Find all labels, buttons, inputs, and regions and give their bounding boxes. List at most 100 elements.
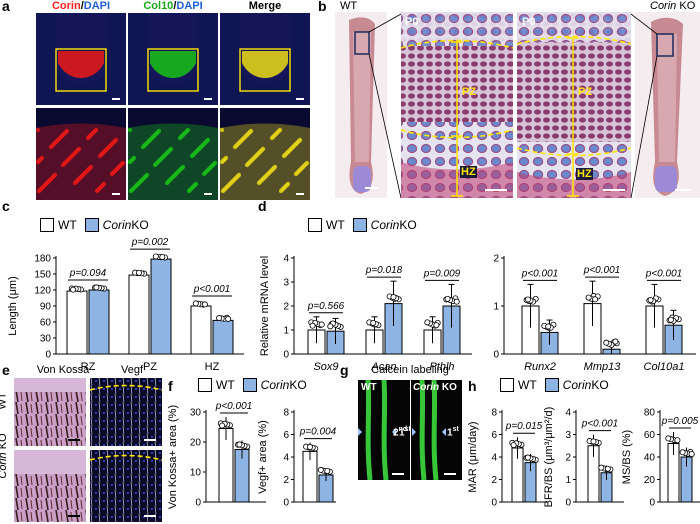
p-value: p=0.015: [505, 421, 543, 432]
y-tick-label: 20: [644, 475, 656, 486]
y-tick-label: 10: [190, 468, 202, 479]
data-point: [219, 422, 226, 429]
y-tick-label: 80: [644, 408, 656, 419]
panel-f-chart: 0 10 20 30 Von Kossa+ area (%) p<0.001 0 2 4 6 8 Ve…: [167, 401, 336, 509]
y-tick-label: 0: [283, 350, 289, 361]
x-tick-label: HZ: [205, 361, 220, 373]
data-point: [370, 319, 377, 326]
row2-rest: KO: [0, 433, 9, 450]
title-part: /: [173, 0, 177, 12]
panel-h-label: h: [468, 378, 477, 394]
data-point: [201, 301, 208, 308]
panel-a-overview-3: [220, 13, 310, 105]
legend-label-wt: WT: [518, 378, 537, 392]
y-tick-label: 60: [644, 430, 656, 441]
y-tick-label: 60: [40, 318, 52, 329]
data-point: [592, 296, 599, 303]
panel-b-hz-right: HZ: [576, 168, 593, 180]
p-value: p=0.094: [69, 268, 107, 279]
y-tick-label: 2: [491, 475, 497, 486]
ordinal-base: 1: [447, 427, 453, 439]
bar-ko: [212, 319, 234, 355]
panel-b-ko: Corin KO: [650, 0, 695, 12]
legend-label-ko-rest: KO: [591, 378, 609, 392]
data-point: [390, 294, 397, 301]
y-tick-label: 30: [190, 408, 202, 419]
panel-c-label: c: [2, 198, 10, 214]
panel-b-p0-right: P0: [522, 16, 536, 28]
legend-swatch-ko: [544, 378, 559, 392]
data-point: [453, 298, 460, 305]
ordinal-base: 1: [399, 427, 405, 439]
data-point: [585, 294, 592, 301]
legend-label-ko-rest: KO: [399, 218, 417, 232]
x-tick-label: PZ: [143, 361, 157, 373]
y-tick-label: 4: [283, 453, 289, 464]
y-tick-label: 1: [283, 326, 289, 337]
panel-d-legend: WT Corin KO: [308, 218, 417, 232]
panel-d-chart: 0 1 2 3 4 Relative mRNA level 0 1 2 p=0.566 Sox9 p=…: [259, 254, 696, 373]
legend-label-ko-rest: KO: [289, 378, 307, 392]
panel-g-second-left: 2nd: [338, 426, 352, 438]
data-point: [317, 466, 324, 473]
data-point: [225, 316, 232, 323]
legend-swatch-wt: [40, 218, 54, 232]
p-value: p<0.001: [581, 419, 618, 430]
ordinal-sup: nd: [398, 426, 408, 433]
y-tick-label: 2: [493, 254, 499, 265]
y-tick-label: 8: [491, 408, 497, 419]
data-point: [647, 297, 654, 304]
legend-label-ko-italic: Corin: [370, 218, 400, 232]
panel-g-second-right-label: 2nd: [393, 426, 407, 438]
legend-label-wt: WT: [326, 218, 345, 232]
y-tick-label: 0: [491, 498, 497, 509]
legend-label-ko-italic: Corin: [260, 378, 290, 392]
y-axis-label: Length (μm): [7, 276, 19, 336]
ordinal-sup: nd: [343, 426, 353, 433]
data-point: [318, 321, 325, 328]
data-point: [603, 339, 610, 346]
y-tick-label: 30: [40, 334, 52, 345]
row2-italic: Corin: [0, 452, 9, 479]
p-value: p=0.004: [299, 427, 336, 438]
legend-label-ko-italic: Corin: [562, 378, 592, 392]
panel-b-pz-right: PZ: [578, 86, 593, 98]
y-tick-label: 2: [565, 453, 571, 464]
data-point: [667, 316, 674, 323]
panel-a-overview-1: [36, 13, 126, 105]
data-point: [604, 465, 611, 472]
title-part: Col10: [143, 0, 174, 12]
y-tick-label: 1: [493, 302, 499, 313]
y-tick-label: 0: [565, 498, 571, 509]
gene-label: Acan: [370, 361, 396, 373]
y-tick-label: 20: [190, 438, 202, 449]
title-part: DAPI: [83, 0, 111, 12]
p-value: p<0.001: [521, 268, 558, 279]
ordinal-base: 2: [338, 427, 344, 439]
panel-e-row1: WT: [0, 392, 9, 410]
data-point: [236, 441, 243, 448]
ordinal-sup: st: [452, 426, 459, 433]
y-axis-label: MS/BS (%): [621, 430, 633, 484]
y-tick-label: 6: [491, 430, 497, 441]
data-point: [159, 254, 166, 261]
bar-wt: [128, 274, 150, 355]
y-tick-label: 8: [283, 408, 289, 419]
legend-label-ko-rest: KO: [131, 218, 149, 232]
data-point: [612, 338, 619, 345]
p-value: p<0.001: [583, 265, 620, 276]
data-point: [309, 322, 316, 329]
data-point: [688, 451, 695, 458]
y-tick-label: 2: [283, 475, 289, 486]
y-tick-label: 0: [283, 498, 289, 509]
data-point: [93, 284, 100, 291]
data-point: [590, 438, 597, 445]
x-tick-label: RZ: [81, 361, 96, 373]
ko-rest: KO: [676, 0, 696, 12]
panel-h-legend: WT Corin KO: [500, 378, 609, 392]
ko-rest: KO: [439, 382, 457, 393]
bar-ko: [150, 258, 172, 355]
y-tick-label: 0: [493, 350, 499, 361]
p-value: p<0.001: [193, 284, 230, 295]
data-point: [524, 296, 531, 303]
